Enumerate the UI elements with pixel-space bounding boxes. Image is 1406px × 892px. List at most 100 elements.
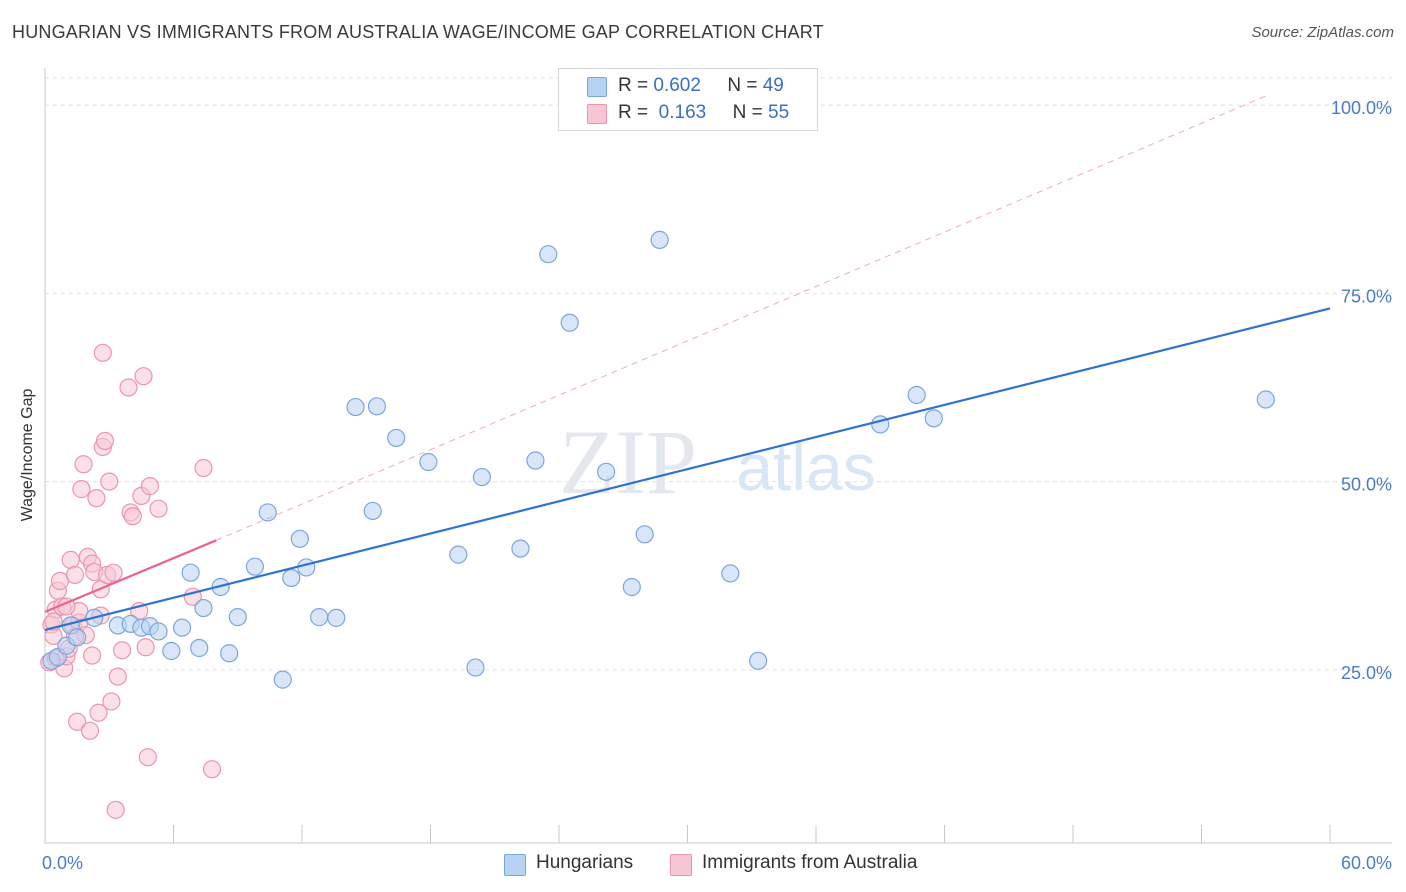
point-immigrants-australia [89,703,108,722]
watermark: ZIP atlas [559,411,876,513]
point-hungarians [419,452,438,472]
trend-extension-immigrants-australia [216,95,1266,541]
y-tick-label: 75.0% [1341,286,1392,306]
point-immigrants-australia [74,455,93,474]
y-tick-label: 25.0% [1341,663,1392,683]
y-tick-label: 50.0% [1341,475,1392,495]
correlation-legend: R = 0.602 N = 49 R = 0.163 N = 55 [558,68,818,131]
point-immigrants-australia [65,565,85,585]
point-immigrants-australia [68,712,87,731]
n-value: 55 [768,102,790,123]
point-hungarians [68,628,87,647]
point-hungarians [387,428,406,448]
point-hungarians [228,608,247,627]
watermark-atlas: atlas [736,430,875,504]
series-hungarians-points [42,230,1275,689]
n-value: 49 [762,75,784,96]
n-label: N = [732,102,763,123]
point-hungarians [526,451,545,470]
point-hungarians [539,245,558,264]
point-hungarians [273,670,292,689]
point-hungarians [245,557,264,576]
point-hungarians [511,539,530,558]
point-immigrants-australia [194,458,213,478]
r-label: R = [618,102,649,123]
series-immigrants-australia-points [40,343,222,819]
r-value: 0.602 [653,75,701,96]
point-immigrants-australia [95,431,115,451]
point-immigrants-australia [102,692,121,711]
point-hungarians [466,658,485,677]
point-hungarians [924,409,943,428]
x-tick-label: 0.0% [42,853,83,873]
point-immigrants-australia [100,472,119,491]
point-hungarians [1256,390,1275,409]
point-hungarians [367,397,387,416]
point-immigrants-australia [108,667,127,686]
point-immigrants-australia [104,563,123,582]
legend-label: Immigrants from Australia [702,852,918,873]
point-hungarians [190,638,209,658]
r-label: R = [618,75,649,96]
point-hungarians [363,501,382,521]
point-immigrants-australia [80,721,100,740]
point-immigrants-australia [202,760,222,779]
point-hungarians [220,644,239,663]
source-credit: Source: ZipAtlas.com [1251,24,1394,41]
point-hungarians [172,618,192,637]
point-hungarians [650,230,669,249]
n-label: N = [727,75,758,96]
trend-line-immigrants-australia [44,539,217,613]
point-hungarians [472,467,491,487]
axes [44,68,1392,844]
legend-swatch-pink [670,854,692,876]
point-hungarians [907,385,926,405]
point-immigrants-australia [106,800,125,819]
tick-labels: 25.0% 50.0% 75.0% 100.0% 0.0% 60.0% [42,98,1392,873]
point-hungarians [327,608,346,627]
chart-title: HUNGARIAN VS IMMIGRANTS FROM AUSTRALIA W… [12,22,824,42]
point-hungarians [290,529,309,548]
point-immigrants-australia [112,641,132,660]
legend-swatch-pink [587,104,607,124]
point-immigrants-australia [119,378,138,397]
point-immigrants-australia [87,489,106,508]
legend-label: Hungarians [536,852,634,873]
gridlines [45,77,1392,671]
point-immigrants-australia [149,499,168,518]
point-hungarians [449,545,468,564]
point-immigrants-australia [61,550,80,569]
point-immigrants-australia [123,507,142,526]
point-hungarians [635,525,654,544]
legend-stats: R = 0.602 N = 49 [618,75,784,97]
legend-swatch-blue [504,854,526,876]
legend-stats: R = 0.163 N = 55 [618,102,789,124]
point-hungarians [749,651,768,670]
point-immigrants-australia [134,367,153,386]
point-hungarians [622,577,641,597]
point-hungarians [282,568,301,588]
point-hungarians [721,564,740,583]
point-immigrants-australia [93,343,112,362]
trend-line-hungarians [44,307,1331,631]
point-hungarians [310,608,329,627]
y-tick-label: 100.0% [1331,98,1392,118]
trend-lines [44,95,1331,631]
point-hungarians [346,397,365,417]
point-immigrants-australia [140,477,160,496]
point-hungarians [149,622,168,641]
point-hungarians [297,558,316,577]
r-value: 0.163 [658,102,707,123]
point-hungarians [162,641,181,661]
point-hungarians [194,598,213,618]
point-hungarians [560,313,579,332]
legend-swatch-blue [587,77,607,97]
x-tick-label: 60.0% [1341,853,1392,873]
point-immigrants-australia [138,748,157,767]
point-immigrants-australia [72,480,91,499]
point-hungarians [597,462,616,481]
point-immigrants-australia [136,638,155,657]
watermark-zip: ZIP [559,411,697,513]
point-hungarians [181,563,200,582]
